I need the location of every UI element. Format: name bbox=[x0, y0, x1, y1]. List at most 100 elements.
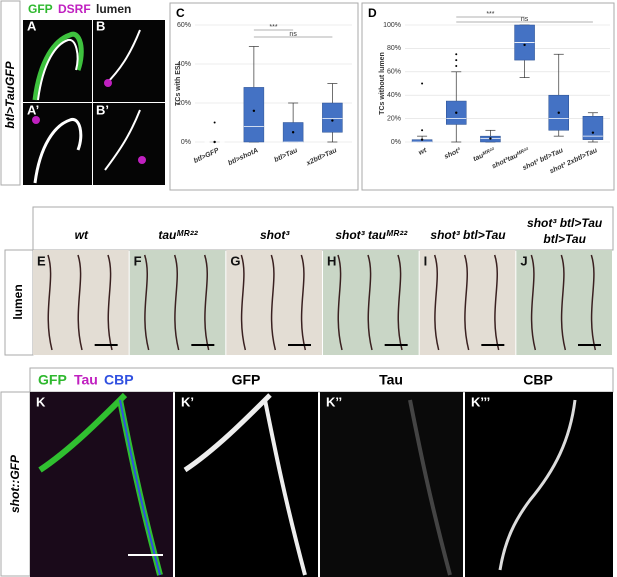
micrograph bbox=[320, 392, 463, 577]
tube bbox=[47, 254, 53, 351]
tube bbox=[173, 254, 180, 351]
y-tick-label: 80% bbox=[387, 45, 401, 52]
outlier bbox=[213, 121, 216, 124]
genotype-label: btl>Tau bbox=[543, 232, 586, 246]
tube bbox=[38, 392, 128, 473]
outlier bbox=[455, 53, 458, 56]
outlier bbox=[421, 82, 424, 85]
header-box bbox=[32, 206, 614, 251]
stain-label: DSRF bbox=[58, 2, 91, 16]
y-tick-label: 40% bbox=[387, 92, 401, 99]
panel-label: J bbox=[520, 253, 527, 268]
label-box bbox=[0, 0, 21, 186]
y-tick-label: 0% bbox=[391, 139, 401, 146]
panel-label: A bbox=[27, 18, 37, 33]
panel-label: F bbox=[134, 253, 142, 268]
tube bbox=[337, 254, 343, 351]
panel-label: A’ bbox=[27, 102, 39, 117]
tube bbox=[32, 31, 84, 101]
channel-label: CBP bbox=[523, 372, 553, 388]
tube bbox=[119, 399, 161, 576]
genotype-label: shot::GFP bbox=[8, 454, 22, 513]
panel-label: H bbox=[327, 253, 336, 268]
panel-label: G bbox=[230, 253, 240, 268]
significance-label: ns bbox=[289, 31, 297, 38]
tube bbox=[143, 254, 150, 351]
mean bbox=[557, 111, 560, 114]
tube bbox=[463, 254, 470, 351]
box bbox=[322, 102, 343, 133]
mean bbox=[420, 138, 424, 141]
micrograph bbox=[93, 103, 165, 185]
channel-label: GFP bbox=[232, 372, 261, 388]
stain-label: Tau bbox=[74, 372, 98, 388]
tube bbox=[560, 254, 567, 351]
tube bbox=[33, 118, 83, 184]
panel-label: K’ bbox=[181, 394, 194, 409]
panel-label: B’ bbox=[96, 102, 109, 117]
genotype-label: shot³ bbox=[260, 228, 290, 242]
micrograph bbox=[465, 392, 613, 577]
mean bbox=[291, 131, 295, 134]
nucleus bbox=[32, 116, 40, 124]
tube bbox=[493, 254, 500, 351]
tube bbox=[263, 399, 307, 576]
header-box bbox=[29, 367, 614, 393]
mean bbox=[489, 137, 492, 140]
box bbox=[243, 87, 265, 143]
y-tick-label: 0% bbox=[181, 139, 191, 146]
y-tick-label: 60% bbox=[177, 22, 191, 29]
genotype-label: shot³ btl>Tau bbox=[527, 216, 603, 230]
y-tick-label: 100% bbox=[383, 22, 401, 29]
y-tick-label: 40% bbox=[177, 61, 191, 68]
tube bbox=[397, 254, 403, 351]
mean bbox=[591, 131, 595, 134]
mean bbox=[213, 140, 216, 144]
chart-frame bbox=[361, 2, 615, 191]
tube bbox=[104, 109, 141, 171]
panel-label: I bbox=[424, 253, 428, 268]
nucleus bbox=[138, 156, 146, 164]
tube bbox=[77, 254, 83, 351]
genotype-label: shot³ btl>Tau bbox=[430, 228, 506, 242]
micrograph-group bbox=[23, 20, 165, 185]
panel-label: B bbox=[96, 18, 105, 33]
genotype-label: shot³ tauᴹᴿ²² bbox=[335, 228, 408, 242]
mean bbox=[331, 119, 334, 122]
tube bbox=[183, 393, 272, 473]
stain-label: GFP bbox=[28, 2, 53, 16]
channel-label: Tau bbox=[379, 372, 403, 388]
y-tick-label: 20% bbox=[387, 115, 401, 122]
label-box bbox=[0, 391, 31, 577]
micrograph bbox=[30, 392, 173, 577]
y-axis-label: TCs with ESL bbox=[175, 60, 182, 105]
stain-label: lumen bbox=[11, 284, 25, 319]
stain-label: CBP bbox=[104, 372, 134, 388]
tube bbox=[203, 254, 210, 351]
tube bbox=[590, 254, 597, 351]
tube bbox=[408, 399, 452, 576]
mean bbox=[455, 111, 458, 114]
panel-label: K bbox=[36, 394, 46, 409]
significance-label: *** bbox=[486, 11, 494, 18]
stain-label: GFP bbox=[38, 372, 67, 388]
tube bbox=[240, 254, 247, 351]
significance-label: *** bbox=[269, 24, 277, 31]
significance-label: ns bbox=[521, 16, 529, 23]
label-box bbox=[4, 249, 34, 356]
nucleus bbox=[104, 79, 112, 87]
panel-label: K’’ bbox=[326, 394, 342, 409]
mean bbox=[523, 43, 526, 47]
box bbox=[582, 116, 604, 140]
genotype-label: btl>TauGFP bbox=[3, 60, 17, 128]
micrograph bbox=[175, 392, 318, 577]
y-axis-label: TCs without lumen bbox=[379, 52, 386, 115]
stain-label: lumen bbox=[96, 2, 131, 16]
micrograph bbox=[93, 20, 165, 102]
panel-label: K’’’ bbox=[471, 394, 490, 409]
tube bbox=[433, 254, 440, 351]
tube bbox=[498, 399, 577, 571]
outlier bbox=[421, 129, 424, 132]
x-tick-label: wt bbox=[418, 147, 429, 157]
